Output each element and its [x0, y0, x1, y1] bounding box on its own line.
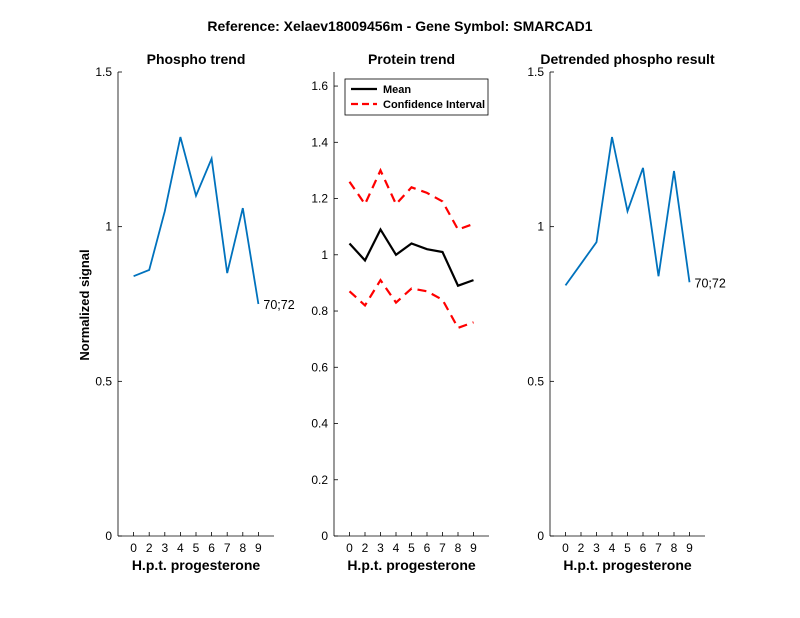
x-tick-label: 7 — [655, 541, 662, 555]
x-tick-label: 7 — [439, 541, 446, 555]
y-tick-label: 1.4 — [311, 135, 328, 149]
series-line-1 — [348, 227, 474, 288]
panel-title: Phospho trend — [147, 51, 246, 67]
series-line-3 — [348, 278, 474, 330]
x-tick-label: 9 — [686, 541, 693, 555]
legend-box — [344, 78, 489, 116]
y-tick-label: 0.5 — [527, 374, 544, 388]
x-tick-label: 3 — [161, 541, 168, 555]
x-tick-label: 5 — [193, 541, 200, 555]
x-axis-label: H.p.t. progesterone — [563, 557, 692, 573]
legend-entry: Confidence Interval — [383, 99, 485, 111]
x-tick-label: 0 — [562, 541, 569, 555]
x-tick-label: 2 — [146, 541, 153, 555]
line-annotation: 70;72 — [263, 298, 294, 312]
x-tick-label: 6 — [424, 541, 431, 555]
y-axis-label: Normalized signal — [77, 249, 92, 360]
x-tick-label: 8 — [455, 541, 462, 555]
y-tick-label: 1.2 — [311, 192, 328, 206]
panel-title: Detrended phospho result — [540, 51, 715, 67]
legend-entry: Mean — [383, 84, 411, 96]
x-axis-label: H.p.t. progesterone — [132, 557, 261, 573]
y-tick-label: 0.6 — [311, 360, 328, 374]
y-tick-label: 0.5 — [95, 374, 112, 388]
x-tick-label: 2 — [362, 541, 369, 555]
series-line-2 — [348, 167, 474, 231]
y-tick-label: 1 — [321, 248, 328, 262]
x-tick-label: 7 — [224, 541, 231, 555]
x-tick-label: 0 — [130, 541, 137, 555]
y-tick-label: 0.8 — [311, 304, 328, 318]
y-tick-label: 1 — [537, 220, 544, 234]
y-tick-label: 0.2 — [311, 473, 328, 487]
x-tick-label: 0 — [346, 541, 353, 555]
y-tick-label: 0.4 — [311, 417, 328, 431]
x-tick-label: 9 — [470, 541, 477, 555]
panel-title: Protein trend — [368, 51, 455, 67]
x-tick-label: 5 — [624, 541, 631, 555]
y-tick-label: 1.5 — [527, 65, 544, 79]
series-line-1 — [133, 136, 260, 305]
y-tick-label: 1.5 — [95, 65, 112, 79]
x-tick-label: 4 — [177, 541, 184, 555]
x-tick-label: 6 — [640, 541, 647, 555]
x-axis-label: H.p.t. progesterone — [347, 557, 476, 573]
line-annotation: 70;72 — [695, 276, 726, 290]
figure-suptitle: Reference: Xelaev18009456m - Gene Symbol… — [207, 18, 592, 34]
x-tick-label: 5 — [408, 541, 415, 555]
x-tick-label: 9 — [255, 541, 262, 555]
x-tick-label: 4 — [609, 541, 616, 555]
x-tick-label: 2 — [578, 541, 585, 555]
y-tick-label: 1 — [105, 220, 112, 234]
x-tick-label: 4 — [393, 541, 400, 555]
x-tick-label: 3 — [593, 541, 600, 555]
x-tick-label: 6 — [208, 541, 215, 555]
x-tick-label: 8 — [239, 541, 246, 555]
y-tick-label: 0 — [105, 529, 112, 543]
y-tick-label: 0 — [537, 529, 544, 543]
y-tick-label: 1.6 — [311, 79, 328, 93]
y-tick-label: 0 — [321, 529, 328, 543]
x-tick-label: 8 — [671, 541, 678, 555]
x-tick-label: 3 — [377, 541, 384, 555]
legend: Mean Confidence Interval — [344, 78, 489, 116]
